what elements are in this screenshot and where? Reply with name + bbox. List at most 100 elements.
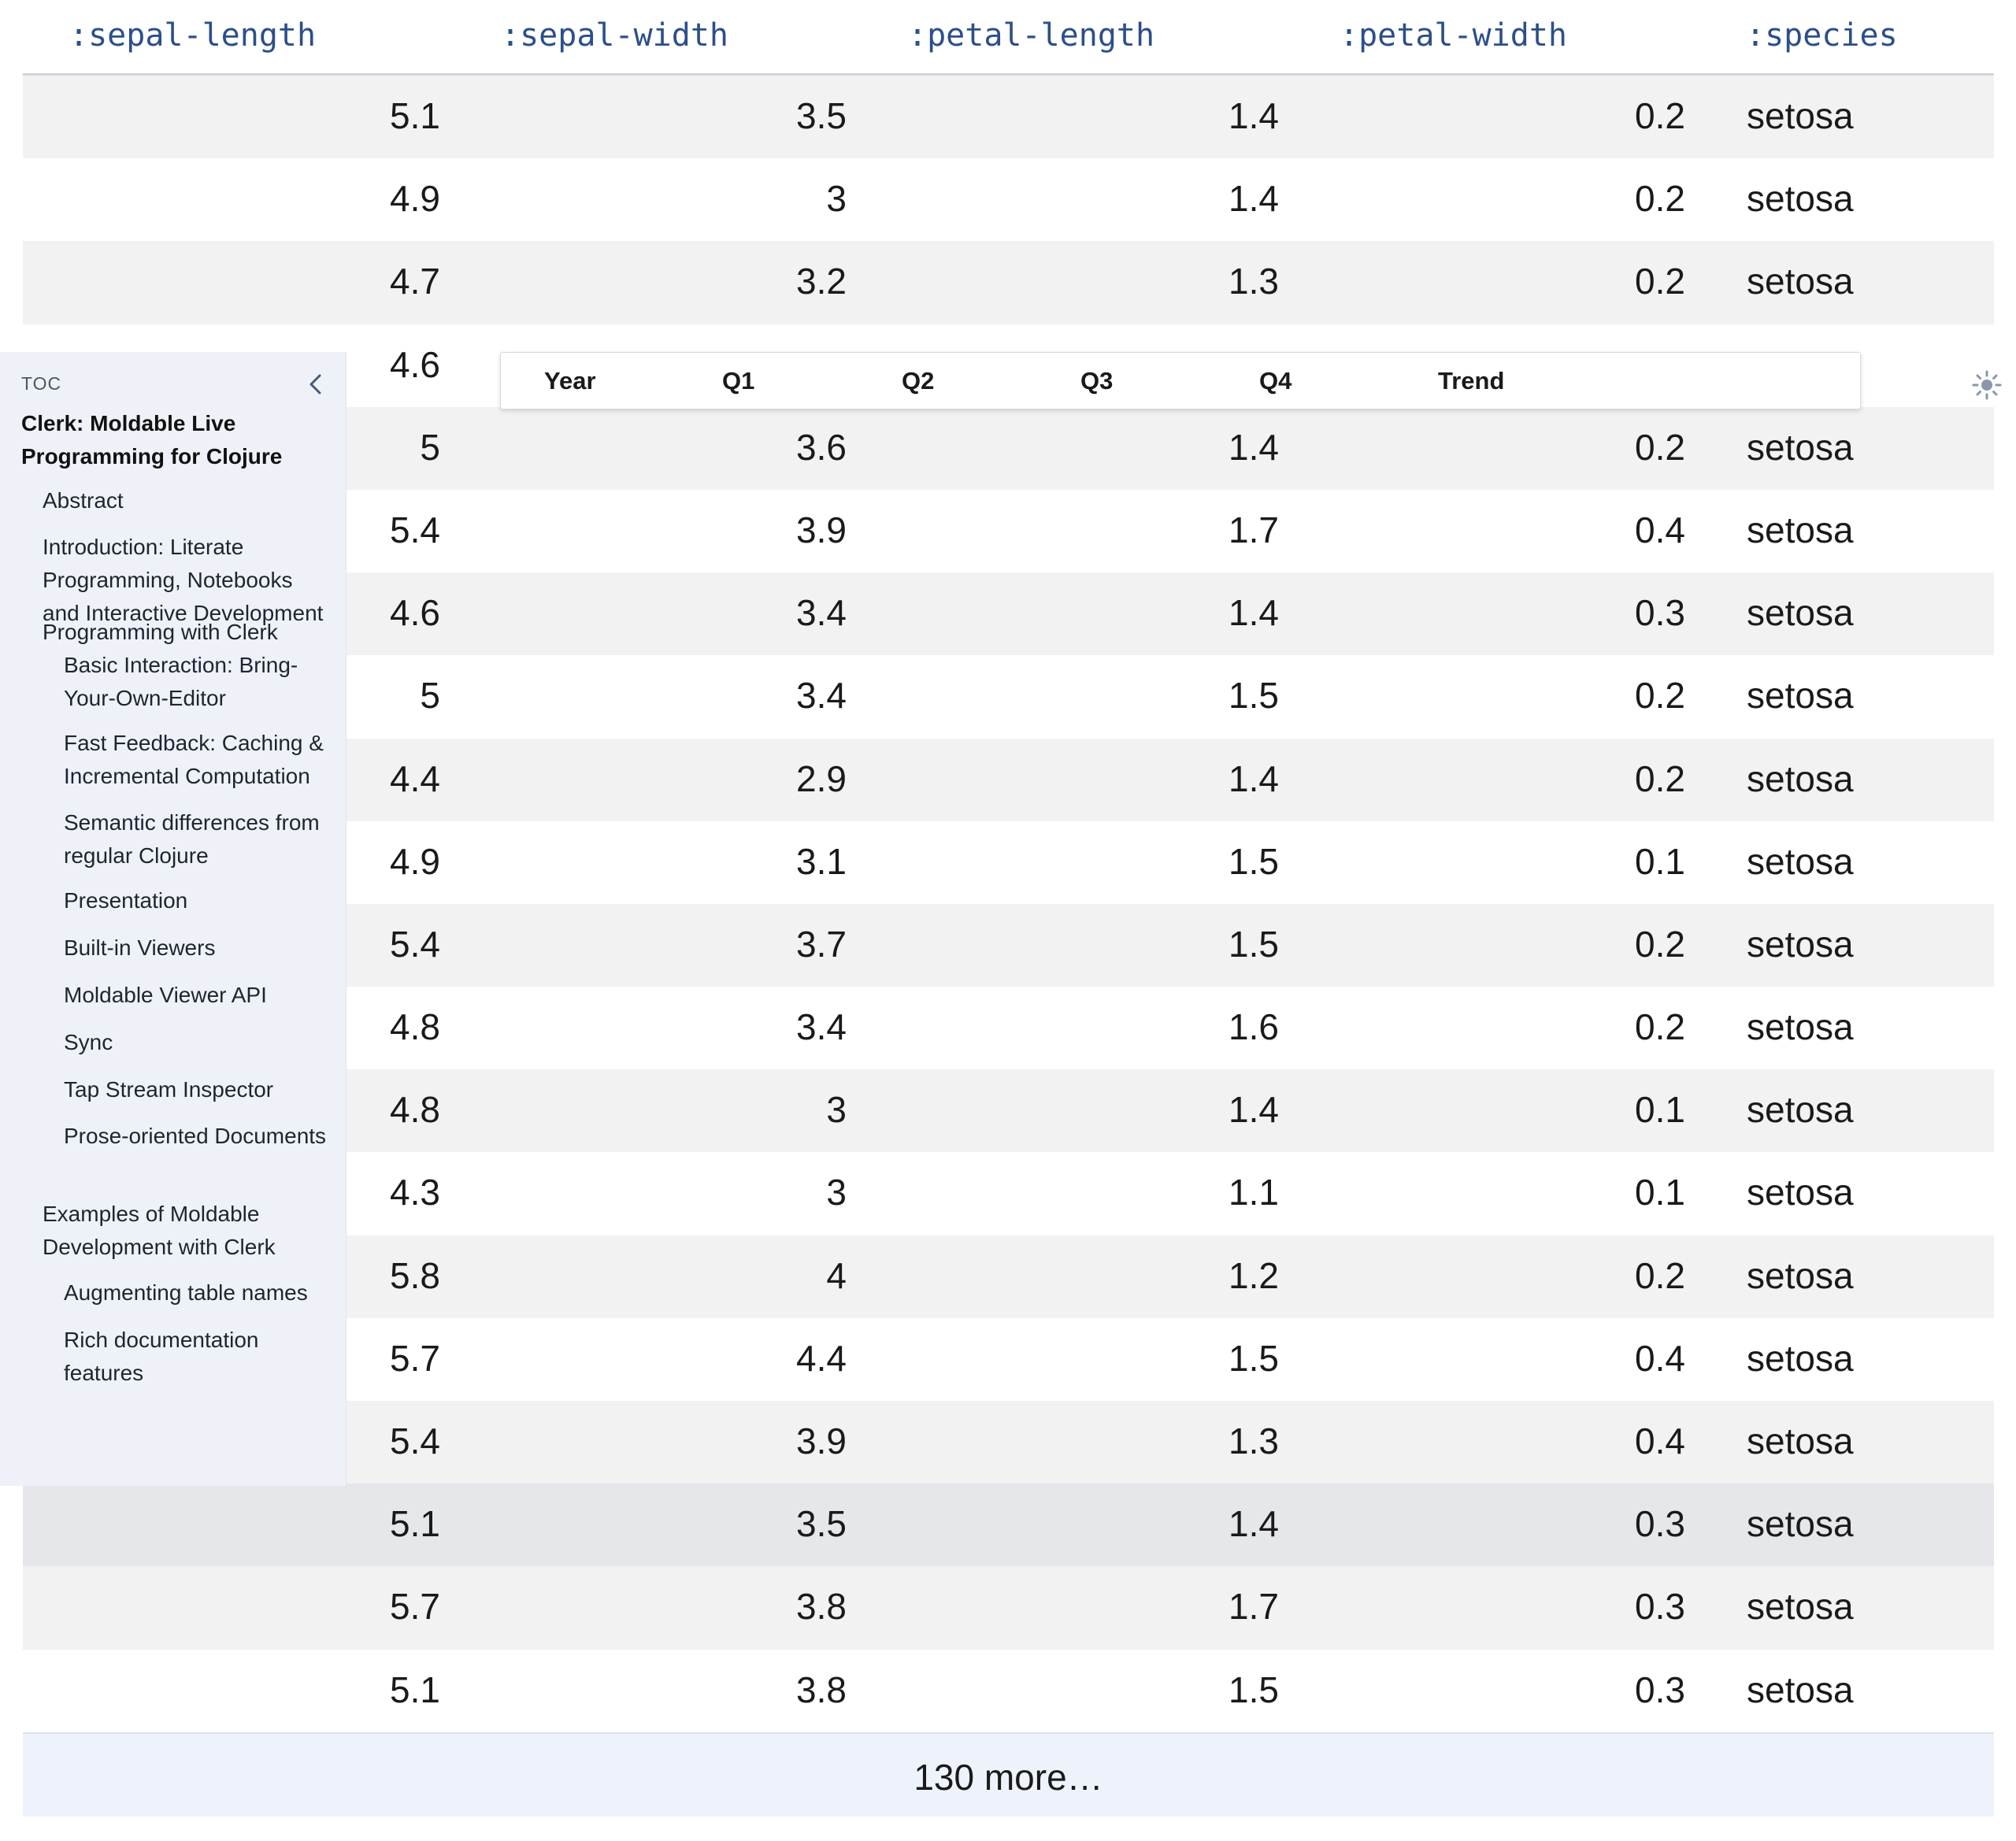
cell-sepal-length: 5.4 bbox=[390, 1421, 440, 1461]
cell-sepal-width: 3.9 bbox=[796, 509, 847, 550]
cell-sepal-length: 4.6 bbox=[390, 592, 440, 634]
cell-sepal-width: 4.4 bbox=[796, 1337, 847, 1379]
cell-petal-length: 1.5 bbox=[1228, 840, 1279, 882]
toc-item[interactable]: Semantic differences from regular Clojur… bbox=[64, 810, 320, 868]
header-trend: Trend bbox=[1438, 367, 1505, 394]
cell-sepal-length: 5.4 bbox=[390, 509, 440, 550]
show-more-label: 130 more… bbox=[914, 1756, 1103, 1798]
cell-sepal-length: 5 bbox=[420, 426, 440, 468]
header-q3: Q3 bbox=[1080, 367, 1114, 394]
toc-item[interactable]: Presentation bbox=[64, 888, 188, 913]
cell-sepal-length: 4.6 bbox=[390, 343, 440, 385]
cell-sepal-width: 3.1 bbox=[796, 840, 847, 882]
header-q2: Q2 bbox=[902, 367, 935, 394]
cell-species: setosa bbox=[1747, 840, 1854, 882]
toc-item[interactable]: Fast Feedback: Caching & Incremental Com… bbox=[64, 731, 324, 788]
cell-petal-width: 0.1 bbox=[1635, 1172, 1685, 1213]
cell-species: setosa bbox=[1747, 758, 1854, 799]
cell-petal-width: 0.2 bbox=[1635, 923, 1685, 965]
cell-petal-width: 0.4 bbox=[1635, 509, 1685, 550]
cell-petal-width: 0.4 bbox=[1635, 1421, 1685, 1461]
toc-item[interactable]: Moldable Viewer API bbox=[64, 983, 267, 1007]
table-row: 4.8 3 1.4 0.1 setosa bbox=[23, 1069, 1994, 1153]
table-row: 5.7 3.8 1.7 0.3 setosa bbox=[23, 1566, 1994, 1650]
cell-species: setosa bbox=[1747, 426, 1854, 468]
cell-petal-width: 0.3 bbox=[1635, 1503, 1685, 1545]
table-row: 5.8 4 1.2 0.2 setosa bbox=[23, 1235, 1994, 1318]
cell-sepal-width: 3.7 bbox=[796, 923, 847, 965]
cell-sepal-width: 3.4 bbox=[796, 1006, 847, 1048]
cell-sepal-length: 4.8 bbox=[390, 1006, 440, 1048]
column-header-sepal-width[interactable]: :sepal-width bbox=[501, 17, 728, 54]
toc-item[interactable]: Sync bbox=[64, 1030, 113, 1054]
column-header-species[interactable]: :species bbox=[1746, 17, 1898, 54]
cell-sepal-length: 4.4 bbox=[390, 758, 440, 799]
cell-sepal-length: 5.1 bbox=[390, 95, 440, 136]
toc-item[interactable]: Prose-oriented Documents bbox=[64, 1124, 327, 1148]
cell-sepal-width: 3.2 bbox=[796, 261, 847, 302]
cell-sepal-width: 3 bbox=[826, 1089, 847, 1131]
cell-petal-length: 1.5 bbox=[1228, 675, 1279, 717]
cell-species: setosa bbox=[1747, 261, 1854, 302]
cell-petal-width: 0.4 bbox=[1635, 1337, 1685, 1379]
cell-petal-length: 1.6 bbox=[1228, 1006, 1279, 1048]
toc-item[interactable]: Rich documentation features bbox=[64, 1328, 259, 1385]
cell-petal-width: 0.3 bbox=[1635, 1586, 1685, 1628]
cell-petal-width: 0.3 bbox=[1635, 1669, 1685, 1710]
cell-species: setosa bbox=[1747, 1172, 1854, 1213]
cell-species: setosa bbox=[1747, 1006, 1854, 1048]
cell-sepal-width: 2.9 bbox=[796, 758, 847, 799]
cell-petal-length: 1.5 bbox=[1228, 923, 1279, 965]
cell-species: setosa bbox=[1747, 509, 1854, 550]
cell-petal-length: 1.1 bbox=[1228, 1172, 1279, 1213]
cell-species: setosa bbox=[1747, 178, 1854, 220]
toc-item[interactable]: Built-in Viewers bbox=[64, 935, 216, 960]
cell-sepal-width: 3.4 bbox=[796, 592, 847, 634]
column-header-petal-length[interactable]: :petal-length bbox=[908, 17, 1155, 54]
toc-item[interactable]: Abstract bbox=[43, 488, 124, 513]
cell-petal-width: 0.2 bbox=[1635, 758, 1685, 799]
cell-species: setosa bbox=[1747, 1503, 1854, 1545]
cell-petal-length: 1.4 bbox=[1228, 592, 1279, 634]
header-q1: Q1 bbox=[722, 367, 755, 394]
cell-petal-length: 1.4 bbox=[1228, 426, 1279, 468]
column-header-sepal-length[interactable]: :sepal-length bbox=[69, 17, 317, 54]
cell-petal-width: 0.1 bbox=[1635, 840, 1685, 882]
table-row: 4.6 3.4 1.4 0.3 setosa bbox=[23, 572, 1994, 656]
cell-sepal-length: 4.9 bbox=[390, 178, 440, 220]
cell-sepal-width: 3 bbox=[826, 178, 847, 220]
cell-petal-width: 0.2 bbox=[1635, 1006, 1685, 1048]
cell-petal-width: 0.2 bbox=[1635, 1254, 1685, 1296]
table-row: 5 3.4 1.5 0.2 setosa bbox=[23, 655, 1994, 739]
toc-item[interactable]: Programming with Clerk bbox=[43, 620, 278, 644]
toc-document-title[interactable]: Clerk: Moldable Live Programming for Clo… bbox=[21, 411, 283, 469]
toc-item[interactable]: Augmenting table names bbox=[64, 1280, 308, 1305]
cell-sepal-width: 4 bbox=[826, 1254, 847, 1296]
cell-petal-width: 0.2 bbox=[1635, 426, 1685, 468]
cell-sepal-length: 5 bbox=[420, 675, 440, 717]
table-row: 5.4 3.9 1.7 0.4 setosa bbox=[23, 489, 1994, 573]
cell-sepal-length: 5.7 bbox=[390, 1586, 440, 1628]
table-row: 5.7 4.4 1.5 0.4 setosa bbox=[23, 1317, 1994, 1401]
cell-petal-width: 0.3 bbox=[1635, 592, 1685, 634]
cell-petal-width: 0.2 bbox=[1635, 261, 1685, 302]
toc-item[interactable]: Tap Stream Inspector bbox=[64, 1077, 274, 1102]
table-row: 4.7 3.2 1.3 0.2 setosa bbox=[23, 241, 1994, 324]
toc-label: TOC bbox=[21, 373, 62, 394]
toc-item[interactable]: Basic Interaction: Bring-Your-Own-Editor bbox=[64, 653, 298, 710]
chevron-left-icon[interactable] bbox=[304, 371, 328, 398]
cell-sepal-length: 5.1 bbox=[390, 1503, 440, 1545]
cell-petal-length: 1.2 bbox=[1228, 1254, 1279, 1296]
cell-species: setosa bbox=[1747, 1254, 1854, 1296]
cell-species: setosa bbox=[1747, 675, 1854, 717]
cell-sepal-length: 5.8 bbox=[390, 1254, 440, 1296]
toc-item[interactable]: Examples of Moldable Development with Cl… bbox=[43, 1202, 276, 1259]
cell-petal-length: 1.4 bbox=[1228, 95, 1279, 136]
cell-sepal-width: 3.9 bbox=[796, 1421, 847, 1461]
toc-item[interactable]: Introduction: Literate Programming, Note… bbox=[43, 535, 324, 625]
cell-petal-width: 0.2 bbox=[1635, 675, 1685, 717]
sun-icon[interactable] bbox=[1971, 369, 2003, 401]
toc-sidebar: TOC Clerk: Moldable Live Programming for… bbox=[0, 352, 346, 1486]
column-header-petal-width[interactable]: :petal-width bbox=[1340, 17, 1567, 54]
show-more-button[interactable]: 130 more… bbox=[23, 1732, 1994, 1817]
